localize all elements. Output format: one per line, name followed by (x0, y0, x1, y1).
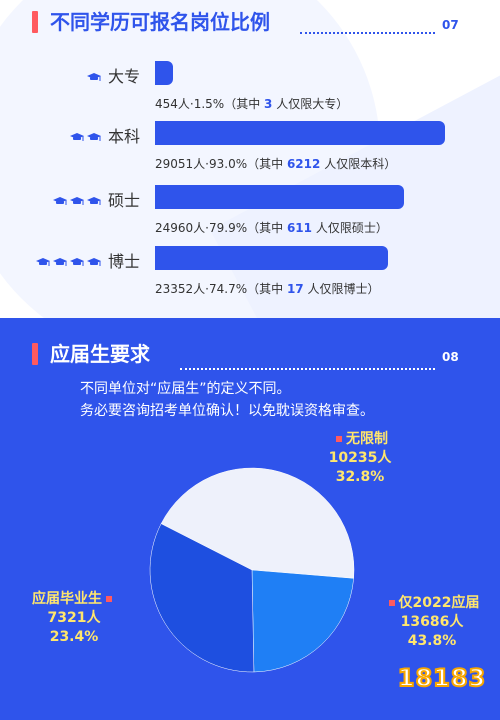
bar (155, 121, 446, 145)
section-number: 08 (442, 350, 459, 364)
bar-category-label: 大专 (86, 61, 140, 89)
education-section: 不同学历可报名岗位比例 07 大专 454人·1.5%（其中 3 人仅限大专） … (0, 0, 500, 318)
grad-cap-icon (69, 129, 102, 141)
watermark-logo: 18183 (395, 658, 489, 706)
bar-data-label: 23352人·74.7%（其中 17 人仅限博士） (155, 280, 380, 297)
section-number: 07 (442, 18, 459, 32)
bar-row-dazhuan: 大专 454人·1.5%（其中 3 人仅限大专） (0, 57, 500, 117)
pie-slice-2022-only (160, 467, 355, 579)
slice-percent: 32.8% (335, 469, 385, 485)
note-line-1: 不同单位对“应届生”的定义不同。 (80, 381, 291, 397)
slice-label-2022-only: 仅2022应届 13686人 43.8% (372, 594, 492, 651)
bar (155, 61, 173, 85)
category-text: 硕士 (107, 191, 140, 210)
bar-row-benke: 本科 29051人·93.0%（其中 6212 人仅限本科） (0, 117, 500, 177)
count-text: 29051人·93.0%（其中 (155, 157, 284, 171)
bar (155, 246, 389, 270)
limited-suffix: 人仅限硕士） (315, 221, 388, 235)
graduate-section: 应届生要求 08 不同单位对“应届生”的定义不同。 务必要咨询招考单位确认！以免… (0, 318, 500, 720)
count-text: 24960人·79.9%（其中 (155, 221, 284, 235)
title-accent-bar (32, 343, 38, 365)
bar (155, 185, 405, 209)
slice-category: 无限制 (346, 431, 388, 447)
limited-suffix: 人仅限大专） (276, 97, 349, 111)
section-rule (300, 32, 435, 34)
bar-category-label: 硕士 (52, 185, 140, 213)
bar-row-boshi: 博士 23352人·74.7%（其中 17 人仅限博士） (0, 242, 500, 302)
bar-category-label: 本科 (69, 121, 140, 149)
note-line-2: 务必要咨询招考单位确认！以免耽误资格审查。 (80, 403, 374, 419)
watermark-text: 18183 (397, 663, 487, 693)
limited-count: 611 (286, 221, 313, 235)
slice-label-graduates: 应届毕业生 7321人 23.4% (0, 590, 148, 647)
grad-cap-icon (86, 69, 102, 81)
category-text: 博士 (107, 252, 140, 271)
slice-category: 仅2022应届 (398, 595, 480, 611)
graduate-section-title: 应届生要求 (50, 342, 150, 366)
category-text: 大专 (107, 67, 140, 86)
bar-row-shuoshi: 硕士 24960人·79.9%（其中 611 人仅限硕士） (0, 181, 500, 241)
limited-count: 17 (286, 282, 304, 296)
grad-cap-icon (35, 254, 102, 266)
section-rule (180, 368, 435, 370)
legend-marker (336, 436, 342, 442)
category-text: 本科 (107, 127, 140, 146)
pie-slice-graduates (251, 569, 354, 673)
slice-count: 7321人 (47, 610, 101, 626)
limited-count: 3 (264, 97, 273, 111)
title-accent-bar (32, 11, 38, 33)
pie-slice-unlimited (149, 523, 255, 673)
education-section-title: 不同学历可报名岗位比例 (50, 10, 270, 34)
graduate-pie-chart (149, 467, 355, 673)
count-text: 454人·1.5%（其中 (155, 97, 261, 111)
limited-suffix: 人仅限博士） (307, 282, 380, 296)
count-text: 23352人·74.7%（其中 (155, 282, 284, 296)
legend-marker (388, 600, 395, 606)
slice-count: 10235人 (328, 450, 392, 466)
slice-percent: 23.4% (49, 629, 99, 645)
bar-data-label: 24960人·79.9%（其中 611 人仅限硕士） (155, 219, 388, 236)
limited-suffix: 人仅限本科） (324, 157, 397, 171)
slice-category: 应届毕业生 (32, 591, 102, 607)
slice-count: 13686人 (400, 614, 464, 630)
legend-marker (106, 596, 112, 602)
slice-percent: 43.8% (407, 633, 457, 649)
bar-data-label: 454人·1.5%（其中 3 人仅限大专） (155, 95, 348, 112)
slice-label-unlimited: 无限制 10235人 32.8% (300, 430, 420, 487)
bar-data-label: 29051人·93.0%（其中 6212 人仅限本科） (155, 155, 396, 172)
limited-count: 6212 (286, 157, 321, 171)
bar-category-label: 博士 (35, 246, 140, 274)
grad-cap-icon (52, 193, 102, 205)
